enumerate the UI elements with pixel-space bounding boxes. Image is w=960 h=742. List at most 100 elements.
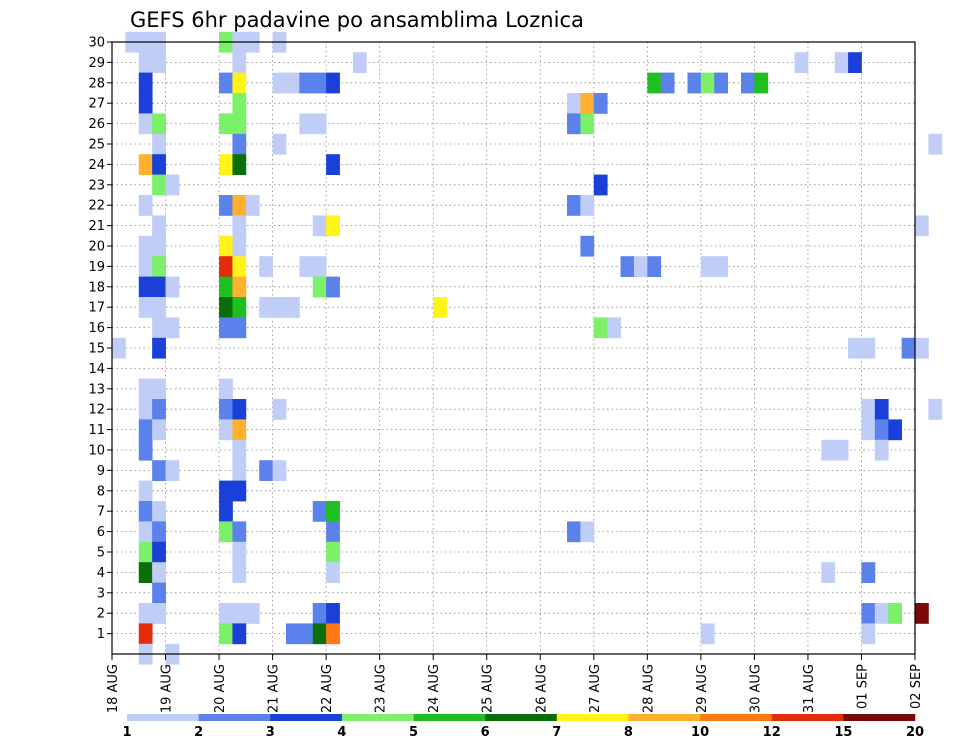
heat-cell bbox=[433, 297, 447, 318]
heat-cell bbox=[928, 133, 943, 155]
y-tick-label: 11 bbox=[88, 423, 105, 438]
y-tick-label: 17 bbox=[88, 301, 105, 316]
heat-cell bbox=[232, 195, 247, 216]
colorbar-swatch bbox=[771, 714, 844, 721]
heat-cell bbox=[714, 72, 729, 94]
heat-cell bbox=[848, 337, 862, 359]
heat-cell bbox=[326, 215, 340, 237]
heat-cell bbox=[352, 52, 367, 73]
heat-cell bbox=[219, 501, 233, 522]
heat-cell bbox=[861, 603, 876, 624]
heat-cell bbox=[232, 603, 247, 624]
heat-cell bbox=[888, 603, 903, 624]
heat-cell bbox=[928, 399, 943, 420]
heat-cell bbox=[259, 256, 273, 277]
y-tick-label: 16 bbox=[88, 321, 105, 336]
colorbar-label: 2 bbox=[194, 725, 203, 740]
x-tick-label: 20 AUG bbox=[213, 664, 228, 713]
heat-cell bbox=[138, 439, 153, 461]
heat-cell bbox=[580, 93, 595, 114]
heat-cell bbox=[700, 256, 715, 277]
heat-cell bbox=[152, 215, 166, 237]
heat-cell bbox=[138, 541, 153, 563]
heat-cell bbox=[232, 562, 247, 583]
heat-cell bbox=[138, 72, 153, 94]
heat-cell bbox=[593, 174, 608, 196]
heat-cell bbox=[152, 541, 166, 563]
x-tick-label: 19 AUG bbox=[160, 664, 175, 713]
heat-cell bbox=[152, 603, 166, 624]
heat-cell bbox=[138, 195, 153, 216]
heat-cell bbox=[633, 256, 648, 277]
colorbar-swatch bbox=[843, 714, 916, 721]
heat-cell bbox=[874, 419, 889, 441]
heat-cell bbox=[219, 399, 233, 420]
heat-cell bbox=[232, 541, 247, 563]
y-tick-label: 25 bbox=[88, 138, 105, 153]
y-tick-label: 22 bbox=[88, 199, 105, 214]
y-tick-label: 18 bbox=[88, 280, 105, 295]
heat-cell bbox=[232, 317, 247, 339]
heat-cell bbox=[219, 378, 233, 400]
heat-cell bbox=[232, 133, 247, 155]
heat-cell bbox=[219, 623, 233, 645]
heat-cell bbox=[326, 501, 340, 522]
heat-cell bbox=[285, 623, 300, 645]
colorbar-label: 8 bbox=[624, 725, 633, 740]
y-tick-label: 6 bbox=[97, 525, 105, 540]
heat-cell bbox=[232, 297, 247, 318]
heat-cell bbox=[272, 297, 287, 318]
heat-cell bbox=[232, 399, 247, 420]
heat-cell bbox=[138, 276, 153, 298]
heat-cell bbox=[138, 623, 153, 645]
heat-cell bbox=[607, 317, 621, 339]
heat-cell bbox=[326, 154, 340, 175]
heat-cell bbox=[138, 603, 153, 624]
heat-cell bbox=[567, 113, 581, 135]
heat-cell bbox=[888, 419, 903, 441]
heat-cell bbox=[138, 297, 153, 318]
heat-cell bbox=[312, 276, 327, 298]
y-tick-label: 26 bbox=[88, 117, 105, 132]
x-tick-label: 23 AUG bbox=[374, 664, 389, 713]
y-tick-label: 8 bbox=[97, 484, 105, 499]
colorbar-swatch bbox=[628, 714, 701, 721]
heat-cell bbox=[741, 72, 755, 94]
heat-cell bbox=[152, 419, 166, 441]
heat-cell bbox=[874, 439, 889, 461]
heat-cell bbox=[152, 582, 166, 604]
heat-cell bbox=[861, 337, 876, 359]
heat-cell bbox=[312, 72, 327, 94]
y-tick-label: 3 bbox=[97, 586, 105, 601]
heat-cell bbox=[285, 297, 300, 318]
heat-cell bbox=[299, 623, 314, 645]
heat-cell bbox=[821, 562, 836, 583]
x-tick-label: 21 AUG bbox=[267, 664, 282, 713]
heat-cell bbox=[219, 256, 233, 277]
heat-cell bbox=[138, 521, 153, 543]
heat-cell bbox=[874, 399, 889, 420]
heat-cell bbox=[219, 72, 233, 94]
heat-cell bbox=[312, 603, 327, 624]
colorbar-swatch bbox=[556, 714, 629, 721]
heat-cell bbox=[299, 72, 314, 94]
heat-cell bbox=[152, 399, 166, 420]
heat-cell bbox=[245, 603, 260, 624]
heat-cell bbox=[232, 93, 247, 114]
heat-cell bbox=[272, 133, 287, 155]
heat-cell bbox=[312, 501, 327, 522]
y-tick-label: 21 bbox=[88, 219, 105, 234]
heat-cell bbox=[326, 603, 340, 624]
heat-cell bbox=[232, 113, 247, 135]
heat-cell bbox=[647, 256, 662, 277]
colorbar-swatch bbox=[413, 714, 486, 721]
heat-cell bbox=[138, 154, 153, 175]
heat-cell bbox=[272, 399, 287, 420]
x-tick-label: 30 AUG bbox=[748, 664, 763, 713]
y-tick-label: 20 bbox=[88, 240, 105, 255]
colorbar-label: 1 bbox=[122, 725, 131, 740]
heat-cell bbox=[901, 337, 916, 359]
heat-cell bbox=[915, 337, 929, 359]
heat-cell bbox=[138, 480, 153, 502]
heat-cell bbox=[232, 439, 247, 461]
